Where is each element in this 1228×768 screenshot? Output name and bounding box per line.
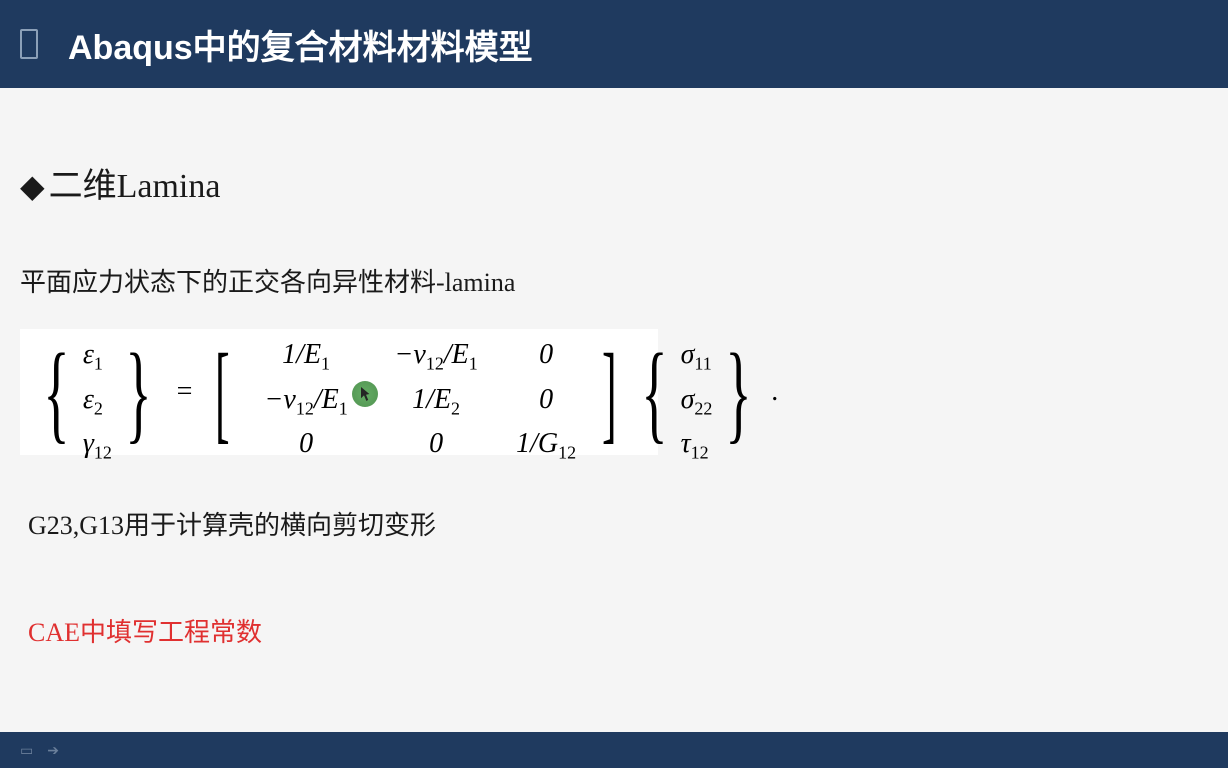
m23: 0: [501, 382, 591, 427]
strain-e2: ε2: [83, 382, 112, 427]
right-brace-2-icon: }: [726, 337, 752, 447]
m31: 0: [241, 426, 371, 471]
equation-block: { ε1 ε2 γ12 } = [ 1/E1 −ν12/E1 0 −ν12/E1…: [20, 329, 1198, 455]
footer-doc-icon: ▭: [20, 742, 33, 759]
m33: 1/G12: [501, 426, 591, 471]
section-heading-text: 二维Lamina: [49, 168, 221, 205]
slide-header: Abaqus中的复合材料材料模型: [0, 0, 1228, 88]
stress-s11: σ11: [681, 337, 713, 382]
left-brace-icon: {: [43, 337, 69, 447]
left-brace-2-icon: {: [641, 337, 667, 447]
section-heading: ◆二维Lamina: [20, 158, 1198, 207]
header-doc-icon: [20, 29, 38, 59]
body-line-2: G23,G13用于计算壳的横向剪切变形: [28, 505, 1198, 542]
compliance-matrix: 1/E1 −ν12/E1 0 −ν12/E1 1/E2 0 0 0 1/G12: [241, 337, 591, 447]
m13: 0: [501, 337, 591, 382]
footer-arrow-icon: ➔: [47, 742, 59, 759]
body-line-1: 平面应力状态下的正交各向异性材料-lamina: [20, 262, 1198, 299]
compliance-matrix-equation: { ε1 ε2 γ12 } = [ 1/E1 −ν12/E1 0 −ν12/E1…: [20, 329, 658, 455]
strain-vector: ε1 ε2 γ12: [83, 337, 112, 447]
right-brace-icon: }: [125, 337, 151, 447]
m21: −ν12/E1: [241, 382, 371, 427]
m12: −ν12/E1: [371, 337, 501, 382]
strain-e1: ε1: [83, 337, 112, 382]
right-bracket-icon: ]: [602, 337, 617, 447]
m22: 1/E2: [371, 382, 501, 427]
equation-period: .: [771, 376, 778, 408]
slide-body: ◆二维Lamina 平面应力状态下的正交各向异性材料-lamina { ε1 ε…: [0, 88, 1228, 732]
equals-sign: =: [177, 376, 193, 408]
slide-title: Abaqus中的复合材料材料模型: [68, 20, 533, 69]
m32: 0: [371, 426, 501, 471]
cursor-highlight-icon: [352, 381, 378, 407]
m11: 1/E1: [241, 337, 371, 382]
slide-footer: ▭ ➔: [0, 732, 1228, 768]
stress-vector: σ11 σ22 τ12: [681, 337, 713, 447]
stress-s22: σ22: [681, 382, 713, 427]
left-bracket-icon: [: [215, 337, 230, 447]
stress-t12: τ12: [681, 426, 713, 471]
strain-g12: γ12: [83, 426, 112, 471]
body-line-3-highlight: CAE中填写工程常数: [28, 612, 1198, 649]
bullet-diamond-icon: ◆: [20, 168, 45, 204]
